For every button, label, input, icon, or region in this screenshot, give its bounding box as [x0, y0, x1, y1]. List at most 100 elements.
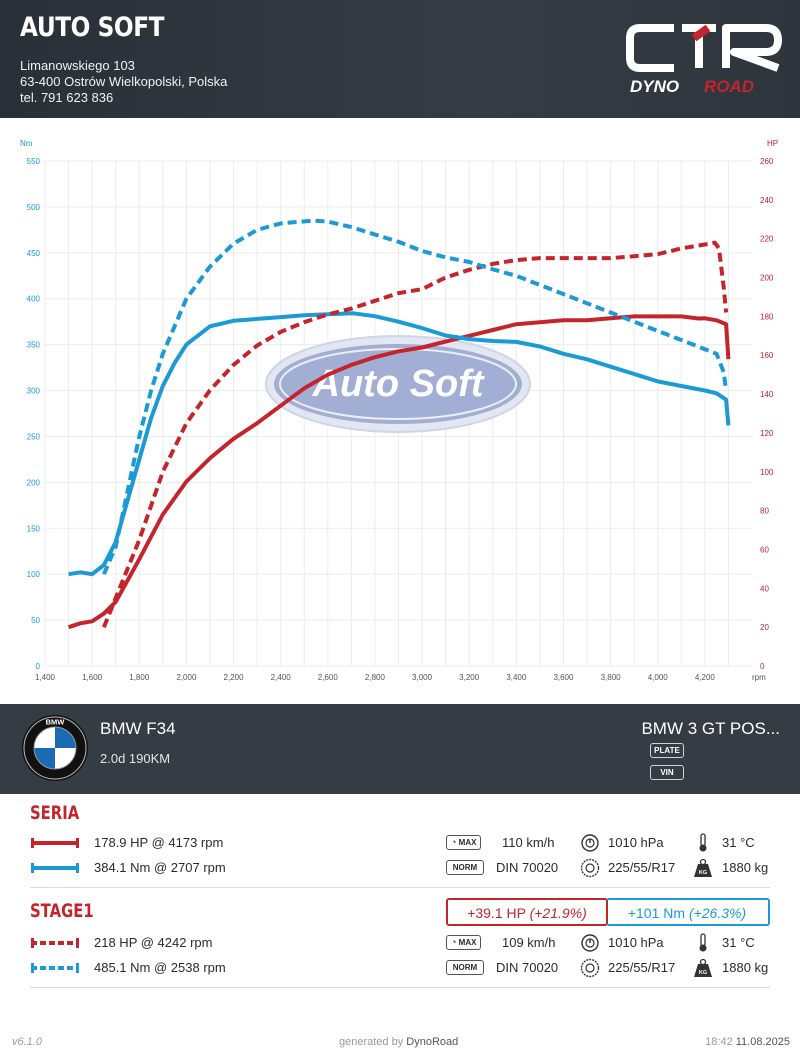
- logo-word-dyno: DYNO: [630, 77, 679, 96]
- car-info-bar: BMW BMW F34 2.0d 190KM BMW 3 GT POS... P…: [0, 704, 800, 794]
- x-tick-label: 3,800: [601, 673, 622, 682]
- y-left-label: Nm: [20, 139, 33, 148]
- series-line-seria-power: [67, 314, 731, 630]
- weight-icon: KG: [694, 858, 712, 877]
- footer-date: 11.08.2025: [735, 1036, 790, 1048]
- y-left-tick-label: 50: [31, 616, 40, 625]
- y-right-tick-label: 200: [760, 274, 774, 283]
- hp-gain: +39.1 HP: [467, 905, 526, 921]
- x-tick-label: 2,400: [271, 673, 292, 682]
- footer-generated: generated by DynoRoad: [339, 1036, 458, 1048]
- nm-gain-pct: (+26.3%): [688, 905, 747, 921]
- y-right-tick-label: 240: [760, 196, 774, 205]
- pressure-icon: [581, 934, 599, 952]
- tire-icon: [580, 858, 600, 878]
- y-left-tick-label: 450: [27, 249, 41, 258]
- stage1-pressure: 1010 hPa: [608, 935, 664, 950]
- max-label: MAX: [458, 838, 477, 847]
- x-tick-label: 3,400: [506, 673, 527, 682]
- seria-torque-value: 384.1 Nm @ 2707 rpm: [94, 860, 226, 875]
- hp-gain-pct: (+21.9%): [529, 905, 587, 921]
- weight-icon-label: KG: [699, 870, 707, 876]
- max-label: MAX: [458, 938, 477, 947]
- seria-tire: 225/55/R17: [608, 860, 676, 875]
- x-tick-label: 4,200: [695, 673, 716, 682]
- car-model: BMW F34: [100, 719, 176, 738]
- seria-weight: 1880 kg: [722, 860, 769, 875]
- y-right-tick-label: 0: [760, 662, 765, 671]
- x-tick-label: 2,200: [224, 673, 245, 682]
- y-left-tick-label: 0: [36, 662, 41, 671]
- norm-badge: NORM: [446, 960, 484, 975]
- section-divider: [30, 987, 770, 988]
- x-tick-label: 2,000: [176, 673, 197, 682]
- plate-badge: PLATE: [650, 743, 684, 758]
- stage1-torque-row: 485.1 Nm @ 2538 rpm NORM DIN 70020 225/5…: [30, 958, 780, 978]
- seria-norm: DIN 70020: [496, 860, 559, 875]
- seria-pressure: 1010 hPa: [608, 835, 664, 850]
- y-left-tick-label: 200: [27, 478, 41, 487]
- thermometer-icon: [699, 933, 707, 952]
- stage1-norm: DIN 70020: [496, 960, 559, 975]
- legend-dashed-red: [31, 938, 79, 948]
- company-address: Limanowskiego 103: [20, 58, 135, 73]
- x-axis-label: rpm: [752, 673, 766, 682]
- x-tick-label: 1,800: [129, 673, 150, 682]
- x-tick-label: 1,600: [82, 673, 103, 682]
- bmw-logo-text: BMW: [46, 718, 66, 727]
- series-line-seria-torque: [68, 311, 731, 577]
- y-left-tick-label: 550: [27, 157, 41, 166]
- x-tick-label: 4,000: [648, 673, 669, 682]
- seria-power-value: 178.9 HP @ 4173 rpm: [94, 835, 224, 850]
- vin-badge: VIN: [650, 765, 684, 780]
- y-right-tick-label: 40: [760, 584, 769, 593]
- y-left-tick-label: 500: [27, 203, 41, 212]
- dynoroad-logo: DYNO ROAD: [626, 24, 782, 96]
- stage1-temp: 31 °C: [722, 935, 755, 950]
- footer-time: 18:42: [705, 1036, 733, 1048]
- thermometer-icon: [699, 833, 707, 852]
- nm-gain-box: +101 Nm (+26.3%): [606, 898, 770, 926]
- weight-icon: KG: [694, 958, 712, 977]
- series-line-stage1-torque: [102, 218, 729, 575]
- pressure-icon: [581, 834, 599, 852]
- y-left-tick-label: 300: [27, 387, 41, 396]
- nm-gain: +101 Nm: [627, 905, 686, 921]
- footer-generated-prefix: generated by: [339, 1036, 404, 1048]
- y-right-tick-label: 160: [760, 351, 774, 360]
- bmw-logo-icon: BMW: [22, 715, 88, 781]
- section-title-seria: SERIA: [30, 802, 80, 824]
- x-tick-label: 2,600: [318, 673, 339, 682]
- section-title-stage1: STAGE1: [30, 900, 94, 922]
- y-right-tick-label: 140: [760, 390, 774, 399]
- y-left-tick-label: 250: [27, 432, 41, 441]
- legend-dashed-blue: [31, 963, 79, 973]
- y-right-tick-label: 120: [760, 429, 774, 438]
- stage1-torque-value: 485.1 Nm @ 2538 rpm: [94, 960, 226, 975]
- y-right-tick-label: 180: [760, 312, 774, 321]
- stage1-max-speed: 109 km/h: [502, 935, 556, 950]
- company-name: AUTO SOFT: [20, 12, 165, 43]
- car-engine: 2.0d 190KM: [100, 751, 171, 766]
- x-tick-label: 2,800: [365, 673, 386, 682]
- x-tick-label: 3,600: [553, 673, 574, 682]
- tire-icon: [580, 958, 600, 978]
- series-layer: [67, 218, 731, 630]
- y-left-tick-label: 150: [27, 524, 41, 533]
- legend-solid-red: [31, 838, 79, 848]
- watermark: Auto Soft: [265, 335, 531, 433]
- y-right-tick-label: 260: [760, 157, 774, 166]
- y-left-tick-label: 100: [27, 570, 41, 579]
- y-left-tick-label: 400: [27, 295, 41, 304]
- norm-badge: NORM: [446, 860, 484, 875]
- axis-ticks: 0 50 100 150 200 250 300 350 400 450 500 550 0 20 40 60…: [27, 157, 774, 682]
- company-city: 63-400 Ostrów Wielkopolski, Polska: [20, 74, 228, 89]
- stage1-weight: 1880 kg: [722, 960, 769, 975]
- report-header: AUTO SOFT Limanowskiego 103 63-400 Ostró…: [0, 0, 800, 118]
- x-tick-label: 3,200: [459, 673, 480, 682]
- company-phone: tel. 791 623 836: [20, 90, 114, 105]
- stage1-power-value: 218 HP @ 4242 rpm: [94, 935, 213, 950]
- logo-word-road: ROAD: [704, 77, 754, 96]
- y-left-tick-label: 350: [27, 341, 41, 350]
- y-right-tick-label: 100: [760, 468, 774, 477]
